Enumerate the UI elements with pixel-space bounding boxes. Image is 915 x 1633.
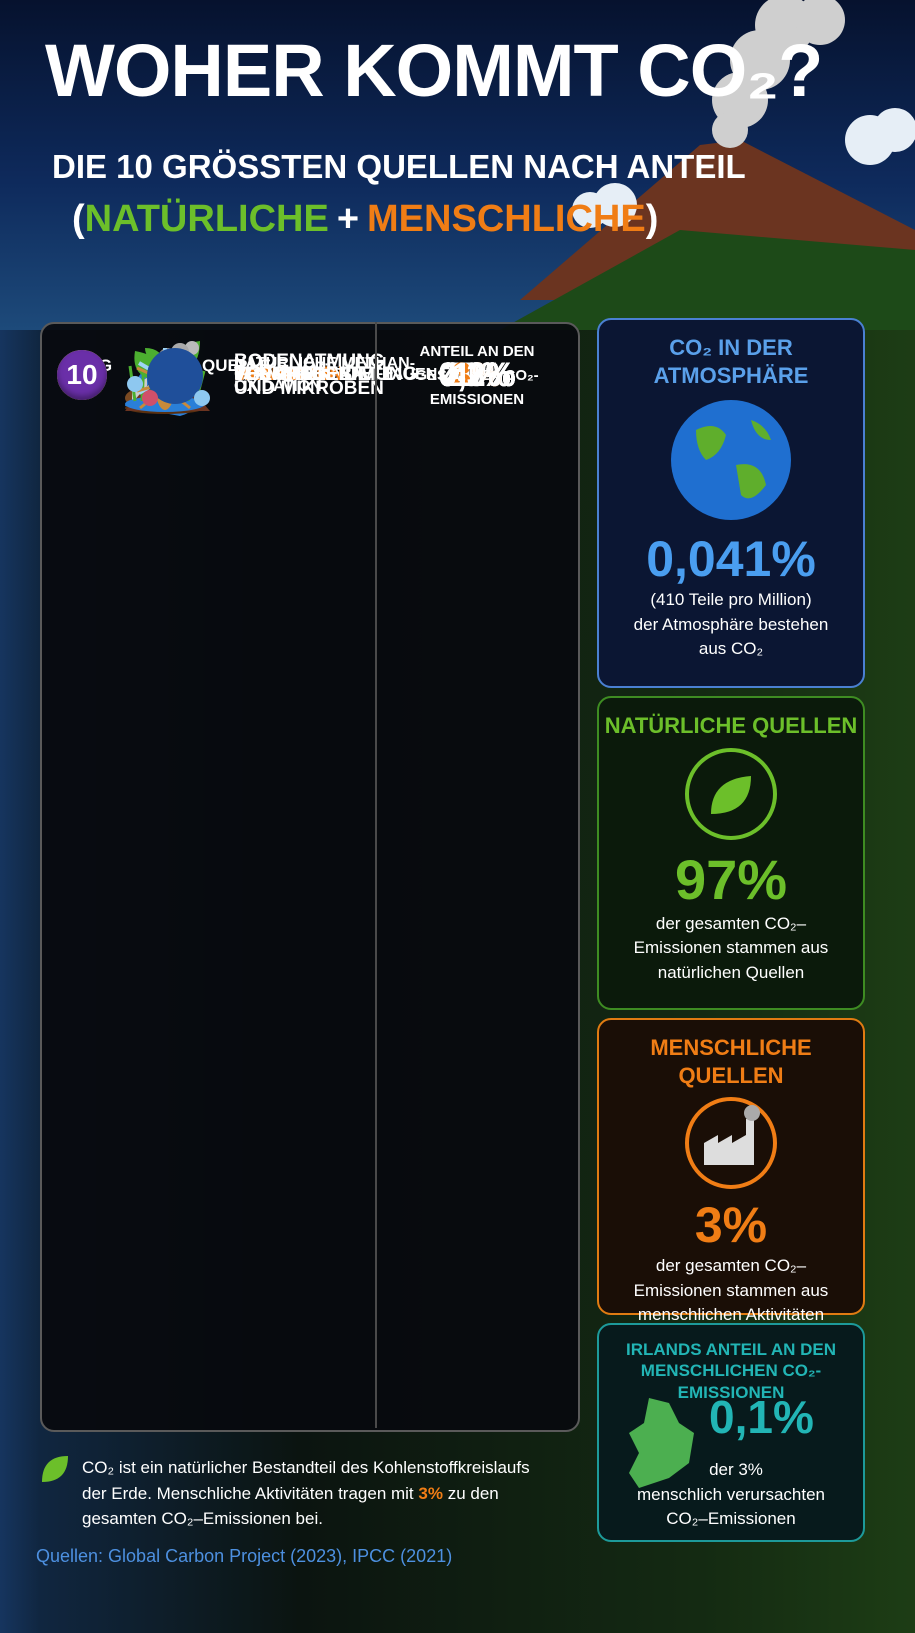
panel-human: MENSCHLICHE QUELLEN 3% der gesamten CO₂–…: [597, 1018, 865, 1315]
human-label: MENSCHLICHE: [367, 198, 646, 240]
panel-line: der gesamten CO₂–: [599, 1254, 863, 1279]
panel-value: 0,1%: [709, 1390, 814, 1444]
panel-line: der gesamten CO₂–: [599, 912, 863, 937]
note-highlight: 3%: [418, 1484, 443, 1503]
panel-line: aus CO₂: [599, 637, 863, 662]
panel-line: (410 Teile pro Million): [599, 588, 863, 613]
t: ATMOSPHÄRE: [599, 362, 863, 390]
panel-value: 0,041%: [599, 530, 863, 588]
panel-line: menschlich verursachten: [599, 1483, 863, 1508]
plus: +: [337, 198, 359, 240]
table: RANG QUELLE ANTEIL AN DEN GESAMTEN CO₂-E…: [40, 322, 580, 1432]
panel-lines: der 3% menschlich verursachten CO₂–Emiss…: [599, 1458, 863, 1532]
note: CO₂ ist ein natürlicher Bestandteil des …: [82, 1455, 552, 1532]
paren: ): [646, 198, 659, 240]
panel-title: NATÜRLICHE QUELLEN: [599, 712, 863, 740]
globe: [666, 395, 796, 525]
t: IRLANDS ANTEIL AN DEN: [599, 1339, 863, 1360]
paren: (: [72, 198, 85, 240]
page: WOHER KOMMT CO₂? DIE 10 GRÖSSTEN QUELLEN…: [0, 0, 915, 1633]
panel-natural: NATÜRLICHE QUELLEN 97% der gesamten CO₂–…: [597, 696, 865, 1010]
factory-icon: [676, 1095, 786, 1191]
panel-title: MENSCHLICHE QUELLEN: [599, 1034, 863, 1089]
panel-value: 97%: [599, 847, 863, 912]
subtitle-2: (NATÜRLICHE+MENSCHLICHE): [72, 198, 666, 241]
panel-line: natürlichen Quellen: [599, 961, 863, 986]
t: CO₂ IN DER: [599, 334, 863, 362]
natural-label: NATÜRLICHE: [85, 198, 329, 240]
panel-line: CO₂–Emissionen: [599, 1507, 863, 1532]
note-leaf: [38, 1452, 72, 1486]
rank-badge: 10: [57, 350, 107, 400]
panel-line: der Atmosphäre bestehen: [599, 613, 863, 638]
row-icon: [120, 336, 215, 416]
divider: [375, 322, 377, 1428]
panel-line: Emissionen stammen aus: [599, 1279, 863, 1304]
subtitle: DIE 10 GRÖSSTEN QUELLEN NACH ANTEIL: [52, 148, 746, 186]
panel-line: der 3%: [599, 1458, 863, 1483]
leaf-icon: [676, 746, 786, 842]
share: 0,2%: [377, 324, 577, 427]
sources: Quellen: Global Carbon Project (2023), I…: [36, 1546, 452, 1567]
panel-value: 3%: [599, 1196, 863, 1254]
panel-line: Emissionen stammen aus: [599, 936, 863, 961]
title: WOHER KOMMT CO₂?: [45, 28, 822, 113]
